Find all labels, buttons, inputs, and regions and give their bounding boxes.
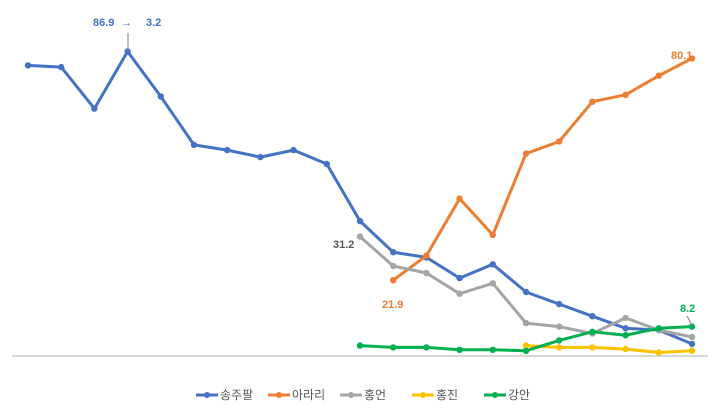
data-point (589, 98, 596, 105)
data-point (456, 290, 463, 297)
data-point (24, 62, 32, 69)
data-point (390, 249, 397, 256)
data-point (655, 349, 662, 356)
data-point (688, 333, 696, 341)
annotation-arari-start: 21.9 (382, 299, 403, 311)
data-point (556, 337, 563, 344)
data-point (390, 262, 397, 270)
series-3 (522, 342, 696, 356)
data-point (290, 146, 297, 154)
data-point (489, 261, 496, 268)
data-point (489, 280, 496, 287)
data-point (622, 332, 629, 339)
data-point (390, 344, 397, 351)
data-point (622, 314, 629, 322)
legend-swatch-marker (204, 392, 210, 398)
annotation-arari-end: 80.1 (671, 50, 692, 62)
series-0 (24, 48, 696, 348)
annotation-end-value: 3.2 (146, 17, 161, 29)
data-point (655, 72, 662, 79)
data-point (323, 160, 330, 168)
series-line-0 (27, 50, 693, 346)
data-point (124, 48, 131, 55)
data-point (622, 91, 629, 99)
data-point (456, 195, 463, 202)
data-point (456, 346, 463, 353)
data-point (356, 233, 364, 240)
data-point (356, 217, 364, 225)
data-point (688, 347, 696, 354)
series-line-1 (392, 57, 693, 282)
legend-item-1: 아라리 (268, 388, 325, 402)
data-point (589, 344, 596, 351)
data-point (489, 346, 496, 353)
annotation-hongeon-start: 31.2 (333, 239, 354, 251)
data-point (688, 323, 696, 330)
data-point (522, 342, 530, 349)
data-point (58, 63, 65, 71)
legend-label: 아라리 (292, 388, 325, 402)
legend-item-2: 홍언 (340, 388, 386, 402)
legend-label: 송주팔 (220, 388, 253, 402)
legend-label: 홍진 (436, 388, 458, 402)
data-point (522, 347, 530, 354)
series-line-3 (525, 344, 693, 354)
data-point (688, 55, 696, 62)
data-point (589, 313, 596, 320)
annotation-start-value: 86.9 (93, 17, 114, 29)
data-point (423, 269, 430, 277)
series-1 (390, 55, 696, 284)
legend-swatch-marker (276, 392, 282, 398)
data-point (522, 319, 530, 327)
data-point (489, 231, 496, 239)
series-4 (356, 323, 696, 354)
data-point (622, 345, 629, 353)
data-point (589, 328, 596, 335)
data-point (556, 138, 563, 145)
annotation-leader-gangan (686, 315, 693, 326)
data-point (688, 340, 696, 348)
legend-item-4: 강안 (484, 388, 530, 402)
legend-swatch-marker (420, 392, 426, 398)
legend-label: 강안 (508, 388, 530, 402)
legend-item-0: 송주팔 (196, 388, 253, 402)
legend: 송주팔 아라리 홍언 홍진 강안 (196, 388, 530, 402)
legend-item-3: 홍진 (412, 388, 458, 402)
data-point (224, 146, 231, 154)
data-point (423, 344, 430, 351)
data-point (522, 288, 530, 296)
legend-label: 홍언 (364, 388, 386, 402)
data-point (91, 105, 98, 112)
annotation-arrow: → (121, 17, 132, 29)
data-point (157, 93, 164, 100)
legend-swatch-marker (492, 392, 498, 398)
data-point (556, 344, 563, 351)
legend-swatch-marker (348, 392, 354, 398)
data-point (655, 325, 662, 332)
data-point (390, 277, 397, 284)
data-point (556, 323, 563, 330)
data-point (356, 342, 364, 349)
data-point (190, 141, 198, 149)
data-point (622, 325, 629, 332)
series-2 (356, 233, 696, 341)
annotation-layer: 86.9 → 3.2 80.1 31.2 21.9 8.2 (93, 17, 695, 326)
data-point (456, 274, 463, 282)
data-point (257, 153, 264, 161)
data-point (522, 150, 530, 157)
data-point (423, 252, 430, 259)
annotation-gangan-end: 8.2 (680, 303, 695, 315)
data-point (556, 300, 563, 308)
series-layer (24, 48, 696, 356)
